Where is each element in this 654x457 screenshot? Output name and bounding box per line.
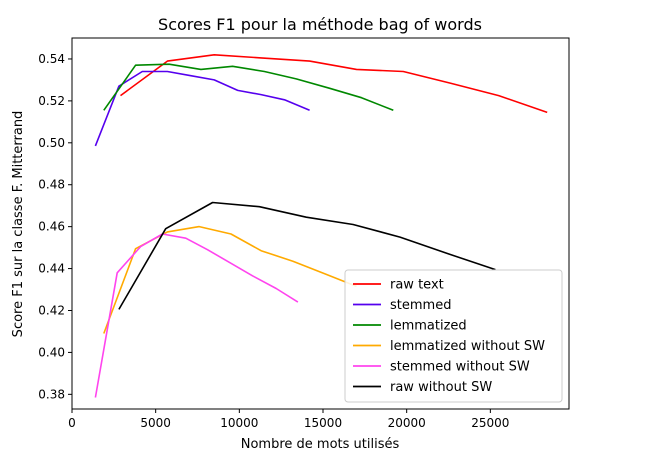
x-tick-label: 5000 bbox=[140, 416, 171, 430]
legend-label-4: stemmed without SW bbox=[390, 360, 530, 375]
plot-frame bbox=[71, 37, 570, 410]
x-tick-label: 20000 bbox=[388, 416, 426, 430]
legend: raw text stemmed lemmatized lemmatized with… bbox=[344, 269, 563, 403]
legend-label-1: stemmed bbox=[390, 298, 451, 313]
y-tick-label: 0.38 bbox=[38, 387, 65, 401]
y-tick-label: 0.40 bbox=[38, 345, 65, 359]
legend-label-2: lemmatized bbox=[390, 319, 467, 334]
y-axis-ticks: 0.38 0.40 0.42 0.44 0.46 0.48 0.50 0.52 0.54 bbox=[38, 52, 72, 401]
y-tick-label: 0.52 bbox=[38, 94, 65, 108]
series-line-1 bbox=[94, 70, 310, 147]
y-tick-label: 0.48 bbox=[38, 178, 65, 192]
legend-label-3: lemmatized without SW bbox=[390, 339, 545, 354]
y-tick-label: 0.54 bbox=[38, 52, 65, 66]
legend-label-0: raw text bbox=[390, 278, 444, 293]
series-line-0 bbox=[120, 53, 548, 114]
chart-title: Scores F1 pour la méthode bag of words bbox=[158, 15, 482, 34]
x-tick-label: 25000 bbox=[471, 416, 509, 430]
series-line-3 bbox=[103, 225, 357, 334]
x-tick-label: 15000 bbox=[304, 416, 342, 430]
y-tick-label: 0.46 bbox=[38, 220, 65, 234]
y-tick-label: 0.42 bbox=[38, 303, 65, 317]
legend-box bbox=[344, 269, 563, 403]
y-axis-label: Score F1 sur la classe F. Mitterrand bbox=[11, 111, 26, 338]
x-axis-label: Nombre de mots utilisés bbox=[241, 437, 400, 452]
x-tick-label: 10000 bbox=[220, 416, 258, 430]
y-tick-label: 0.44 bbox=[38, 262, 65, 276]
series-lines bbox=[94, 53, 548, 398]
x-axis-ticks: 0 5000 10000 15000 20000 25000 bbox=[68, 409, 509, 430]
series-line-5 bbox=[118, 201, 496, 310]
y-tick-label: 0.50 bbox=[38, 136, 65, 150]
legend-label-5: raw without SW bbox=[390, 380, 492, 395]
series-line-2 bbox=[103, 63, 394, 112]
x-tick-label: 0 bbox=[68, 416, 76, 430]
series-line-4 bbox=[94, 233, 299, 398]
